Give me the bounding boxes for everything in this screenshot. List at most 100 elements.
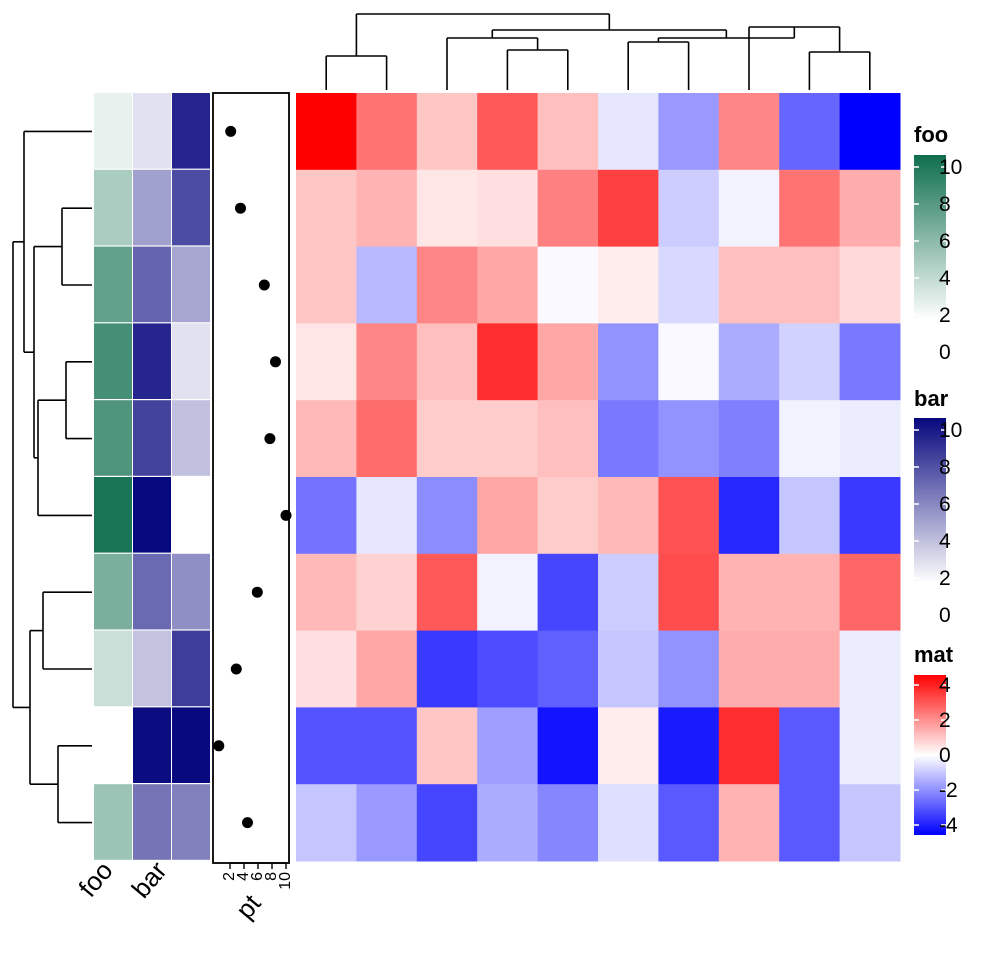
heatmap-cell — [598, 323, 659, 401]
heatmap-cell — [537, 784, 599, 862]
heatmap-cell — [598, 400, 659, 478]
heatmap-cell — [839, 784, 901, 862]
heatmap-cell — [658, 477, 720, 555]
annotation-cell-bar-a — [133, 323, 171, 399]
heatmap-cell — [356, 784, 418, 862]
heatmap-cell — [718, 477, 780, 555]
legend-title-mat: mat — [914, 642, 954, 667]
heatmap-cell — [477, 246, 539, 324]
legend-tick-label: -4 — [939, 814, 958, 837]
heatmap-cell — [477, 323, 539, 401]
pt-point — [213, 740, 225, 752]
legend-title-bar: bar — [914, 386, 949, 411]
annotation-cell-bar-b — [172, 553, 210, 630]
heatmap-cell — [537, 630, 599, 708]
legend-tick-label: 8 — [939, 456, 951, 479]
pt-axis-tick-label: 10 — [277, 872, 294, 890]
annotation-label-pt: pt — [230, 888, 267, 924]
heatmap-cell — [477, 477, 539, 555]
heatmap-cell — [537, 169, 599, 248]
heatmap-cell — [718, 784, 780, 862]
heatmap-cell — [537, 246, 599, 324]
heatmap-cell — [296, 784, 357, 862]
pt-axis-tick-label: 6 — [249, 872, 266, 881]
annotation-cell-foo — [94, 630, 132, 707]
heatmap-cell — [718, 707, 780, 785]
heatmap-cell — [779, 630, 841, 708]
heatmap-cell — [477, 784, 539, 862]
annotation-cell-bar-b — [172, 784, 210, 860]
pt-axis-tick-label: 8 — [263, 872, 280, 881]
heatmap-cell — [779, 323, 841, 401]
heatmap-cell — [598, 784, 659, 862]
heatmap-cell — [356, 169, 418, 248]
legend-tick-label: 2 — [939, 709, 951, 732]
pt-point — [235, 202, 246, 214]
annotation-cell-bar-b — [172, 93, 210, 169]
heatmap-cell — [356, 707, 418, 785]
heatmap-cell — [356, 630, 418, 708]
annotation-cell-bar-b — [172, 477, 210, 553]
heatmap-cell — [296, 630, 357, 708]
heatmap-cell — [658, 400, 720, 478]
heatmap-cell — [658, 707, 720, 785]
annotation-label-bar: bar — [125, 855, 172, 903]
heatmap-body — [296, 93, 901, 862]
heatmap-cell — [839, 93, 901, 171]
heatmap-cell — [839, 553, 901, 632]
legend-tick-label: 0 — [939, 341, 951, 364]
legend-colorbar-mat — [914, 675, 946, 835]
heatmap-cell — [718, 169, 780, 248]
heatmap-cell — [839, 169, 901, 248]
heatmap-cell — [537, 323, 599, 401]
annotation-cell-bar-a — [133, 400, 171, 476]
pt-point — [280, 509, 292, 521]
annotation-cell-foo — [94, 707, 132, 783]
heatmap-cell — [537, 477, 599, 555]
heatmap-cell — [598, 707, 659, 785]
heatmap-cell — [416, 630, 478, 708]
heatmap-cell — [658, 630, 720, 708]
pt-point — [225, 125, 237, 137]
heatmap-cell — [296, 323, 357, 401]
legend-colorbar-foo — [914, 155, 946, 320]
annotation-cell-bar-b — [172, 707, 210, 783]
heatmap-cell — [296, 400, 357, 478]
pt-point — [264, 433, 276, 445]
legend-tick-label: 6 — [939, 493, 951, 516]
heatmap-cell — [416, 400, 478, 478]
heatmap-cell — [296, 477, 357, 555]
heatmap-cell — [477, 93, 539, 171]
annotation-cell-bar-a — [133, 707, 171, 783]
heatmap-cell — [537, 553, 599, 632]
legend-tick-label: 4 — [939, 530, 951, 553]
heatmap-cell — [416, 553, 478, 632]
heatmap-cell — [839, 246, 901, 324]
heatmap-cell — [598, 477, 659, 555]
heatmap-cell — [839, 323, 901, 401]
legend-tick-label: 8 — [939, 193, 951, 216]
pt-point — [270, 356, 281, 368]
row-dendrogram — [12, 130, 92, 824]
heatmap-cell — [598, 93, 659, 171]
annotation-cell-bar-a — [133, 784, 171, 860]
heatmap-cell — [477, 707, 539, 785]
heatmap-cell — [718, 323, 780, 401]
annotation-cell-bar-a — [133, 630, 171, 707]
annotation-cell-bar-a — [133, 169, 171, 246]
heatmap-cell — [839, 400, 901, 478]
heatmap-cell — [779, 553, 841, 632]
heatmap-cell — [296, 553, 357, 632]
heatmap-cell — [779, 707, 841, 785]
heatmap-cell — [356, 400, 418, 478]
heatmap-cell — [356, 246, 418, 324]
pt-panel-border — [212, 92, 290, 864]
annotation-cell-foo — [94, 784, 132, 860]
heatmap-cell — [477, 553, 539, 632]
heatmap-cell — [598, 246, 659, 324]
annotation-cell-foo — [94, 323, 132, 399]
heatmap-cell — [779, 246, 841, 324]
heatmap-cell — [477, 400, 539, 478]
heatmap-cell — [718, 630, 780, 708]
